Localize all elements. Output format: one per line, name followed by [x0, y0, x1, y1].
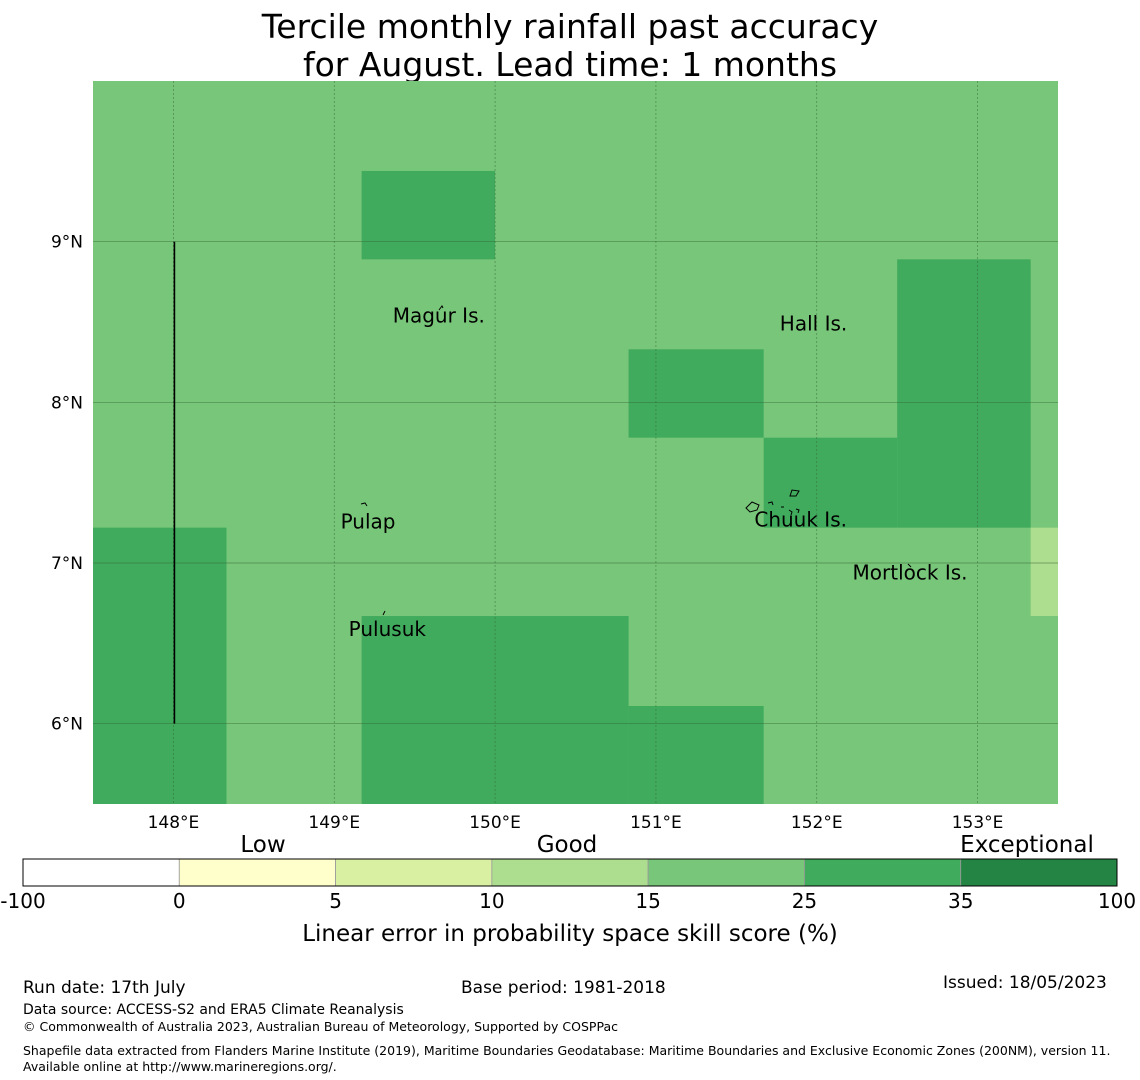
colorbar-tick-label: -100	[0, 889, 45, 913]
longitude-tick-label: 148°E	[148, 813, 200, 833]
colorbar-tick-label: 15	[635, 889, 660, 913]
colorbar-bin	[491, 858, 649, 887]
island-outline	[767, 501, 784, 508]
colorbar-bin	[22, 858, 180, 887]
island-outline	[789, 489, 800, 497]
latitude-tick-label: 9°N	[51, 233, 83, 253]
island-outline	[382, 610, 386, 616]
place-label: Pulap	[341, 509, 396, 533]
skill-cell	[897, 259, 1031, 528]
skill-cell	[763, 437, 898, 528]
place-label: Magur Is.	[393, 304, 485, 328]
colorbar-bin	[178, 858, 336, 887]
skill-cell	[361, 170, 496, 260]
map-figure: Magur Is. Hall Is. Pulap Chuuk Is. Mortlock …	[0, 81, 1136, 947]
latitude-tick-label: 6°N	[51, 715, 83, 735]
island-outline	[438, 305, 444, 311]
longitude-tick-label: 149°E	[308, 813, 360, 833]
colorbar: -100 0 5 10 15 25 35 100 Low Good Exceptional Linea…	[0, 832, 1136, 947]
colorbar-tick-label: 35	[948, 889, 973, 913]
copyright: © Commonwealth of Australia 2023, Austra…	[23, 1019, 618, 1034]
colorbar-bin	[804, 858, 962, 887]
issued-date: Issued: 18/05/2023	[943, 973, 1107, 993]
colorbar-category-label: Exceptional	[960, 832, 1094, 858]
colorbar-bin	[960, 858, 1118, 887]
place-label: Mortlock Is.	[853, 561, 968, 585]
place-label: Hall Is.	[780, 312, 847, 336]
data-source: Data source: ACCESS-S2 and ERA5 Climate …	[23, 1002, 404, 1018]
shapefile-credit: Shapefile data extracted from Flanders M…	[23, 1043, 1111, 1074]
place-label: Chuuk Is.	[754, 508, 847, 532]
run-date: Run date: 17th July	[23, 978, 186, 998]
colorbar-bin	[647, 858, 805, 887]
colorbar-tick-label: 5	[329, 889, 342, 913]
longitude-tick-label: 152°E	[791, 813, 843, 833]
skill-cell	[628, 349, 764, 438]
longitude-tick-label: 151°E	[630, 813, 682, 833]
map-panel: Magur Is. Hall Is. Pulap Chuuk Is. Mortlock …	[51, 81, 1058, 833]
skill-cell	[628, 705, 764, 804]
island-outline	[788, 508, 800, 516]
longitude-tick-label: 153°E	[952, 813, 1004, 833]
skill-cell	[1030, 527, 1058, 617]
chart-title-line-2: for August. Lead time: 1 months	[302, 45, 838, 84]
colorbar-frame	[22, 858, 1118, 887]
base-period: Base period: 1981-2018	[461, 978, 666, 998]
colorbar-category-label: Low	[240, 832, 285, 858]
chart-title-line-1: Tercile monthly rainfall past accuracy	[261, 7, 879, 46]
skill-cell	[93, 527, 227, 804]
place-label: Pulusuk	[349, 617, 427, 641]
island-outline	[907, 563, 912, 568]
island-outline	[745, 501, 760, 513]
island-outline	[360, 502, 368, 507]
colorbar-tick-label: 10	[479, 889, 504, 913]
colorbar-title: Linear error in probability space skill …	[302, 921, 838, 947]
colorbar-bin	[335, 858, 493, 887]
longitude-tick-label: 150°E	[469, 813, 521, 833]
latitude-tick-label: 8°N	[51, 393, 83, 413]
colorbar-tick-label: 0	[173, 889, 186, 913]
colorbar-tick-label: 25	[792, 889, 817, 913]
colorbar-category-label: Good	[537, 832, 598, 858]
colorbar-tick-label: 100	[1098, 889, 1136, 913]
latitude-tick-label: 7°N	[51, 554, 83, 574]
